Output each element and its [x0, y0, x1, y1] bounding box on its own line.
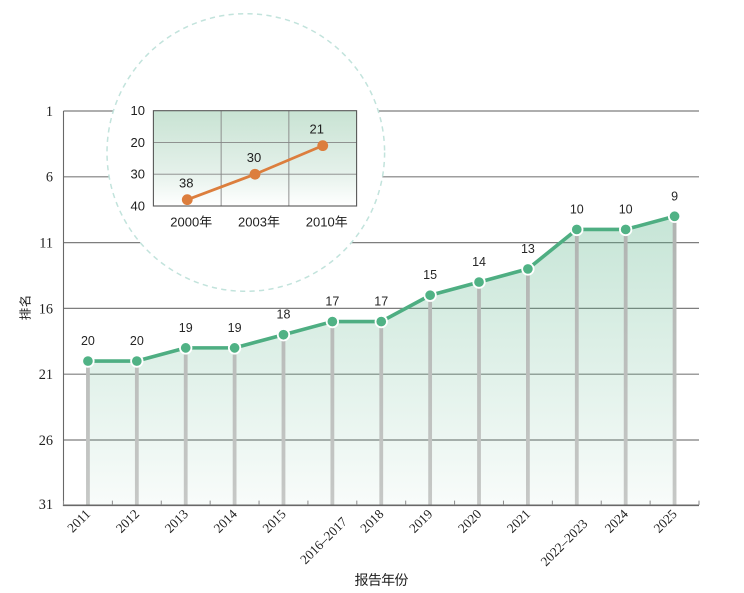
svg-text:21: 21: [39, 367, 53, 383]
svg-text:10: 10: [619, 202, 633, 216]
svg-text:10: 10: [131, 103, 145, 118]
svg-text:20: 20: [81, 334, 95, 348]
svg-text:2010: 2010: [306, 214, 335, 229]
svg-text:17: 17: [374, 295, 388, 309]
svg-text:14: 14: [472, 255, 486, 269]
svg-text:11: 11: [39, 236, 53, 252]
svg-text:1: 1: [46, 104, 53, 120]
svg-text:2000: 2000: [170, 214, 199, 229]
svg-text:13: 13: [521, 242, 535, 256]
svg-text:10: 10: [570, 202, 584, 216]
svg-text:30: 30: [247, 150, 261, 165]
svg-text:16: 16: [39, 301, 53, 317]
svg-text:9: 9: [671, 189, 678, 203]
svg-text:15: 15: [423, 268, 437, 282]
svg-text:20: 20: [131, 135, 145, 150]
svg-text:19: 19: [179, 321, 193, 335]
svg-text:6: 6: [46, 170, 53, 186]
svg-text:26: 26: [39, 433, 53, 449]
svg-text:21: 21: [309, 122, 323, 137]
svg-text:19: 19: [228, 321, 242, 335]
svg-text:30: 30: [131, 167, 145, 182]
svg-text:18: 18: [277, 308, 291, 322]
svg-text:38: 38: [179, 176, 193, 191]
svg-text:17: 17: [325, 295, 339, 309]
svg-text:40: 40: [131, 198, 145, 213]
svg-text:20: 20: [130, 334, 144, 348]
svg-text:2003: 2003: [238, 214, 267, 229]
svg-text:31: 31: [39, 497, 53, 513]
